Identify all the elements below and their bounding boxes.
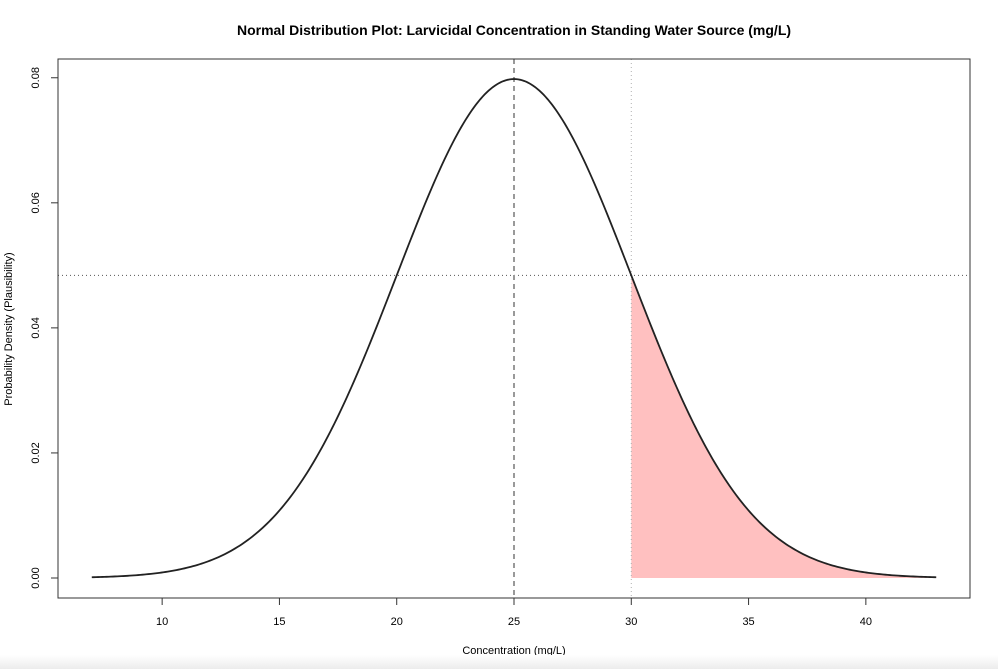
x-tick-label: 40	[860, 616, 872, 628]
x-axis: 10 15 20 25 30 35 40	[156, 597, 872, 628]
y-tick-label: 0.02	[30, 442, 42, 463]
y-axis-label: Probability Density (Plausibility)	[3, 252, 15, 405]
chart-title: Normal Distribution Plot: Larvicidal Con…	[237, 22, 791, 38]
x-axis-label: Concentration (mg/L)	[462, 645, 565, 657]
plot-frame	[57, 58, 971, 599]
y-tick-label: 0.06	[30, 192, 42, 213]
y-axis: 0.00 0.02 0.04 0.06 0.08	[30, 67, 59, 589]
window-bottom-edge	[0, 655, 998, 669]
x-tick-label: 15	[273, 616, 285, 628]
shaded-tail-region	[631, 275, 937, 578]
y-tick-label: 0.08	[30, 67, 42, 88]
x-tick-label: 20	[391, 616, 403, 628]
x-tick-label: 25	[508, 616, 520, 628]
x-tick-label: 10	[156, 616, 168, 628]
plot-area	[58, 59, 970, 598]
x-tick-label: 35	[742, 616, 754, 628]
y-tick-label: 0.00	[30, 567, 42, 588]
y-tick-label: 0.04	[30, 317, 42, 338]
x-tick-label: 30	[625, 616, 637, 628]
density-curve	[91, 78, 937, 579]
